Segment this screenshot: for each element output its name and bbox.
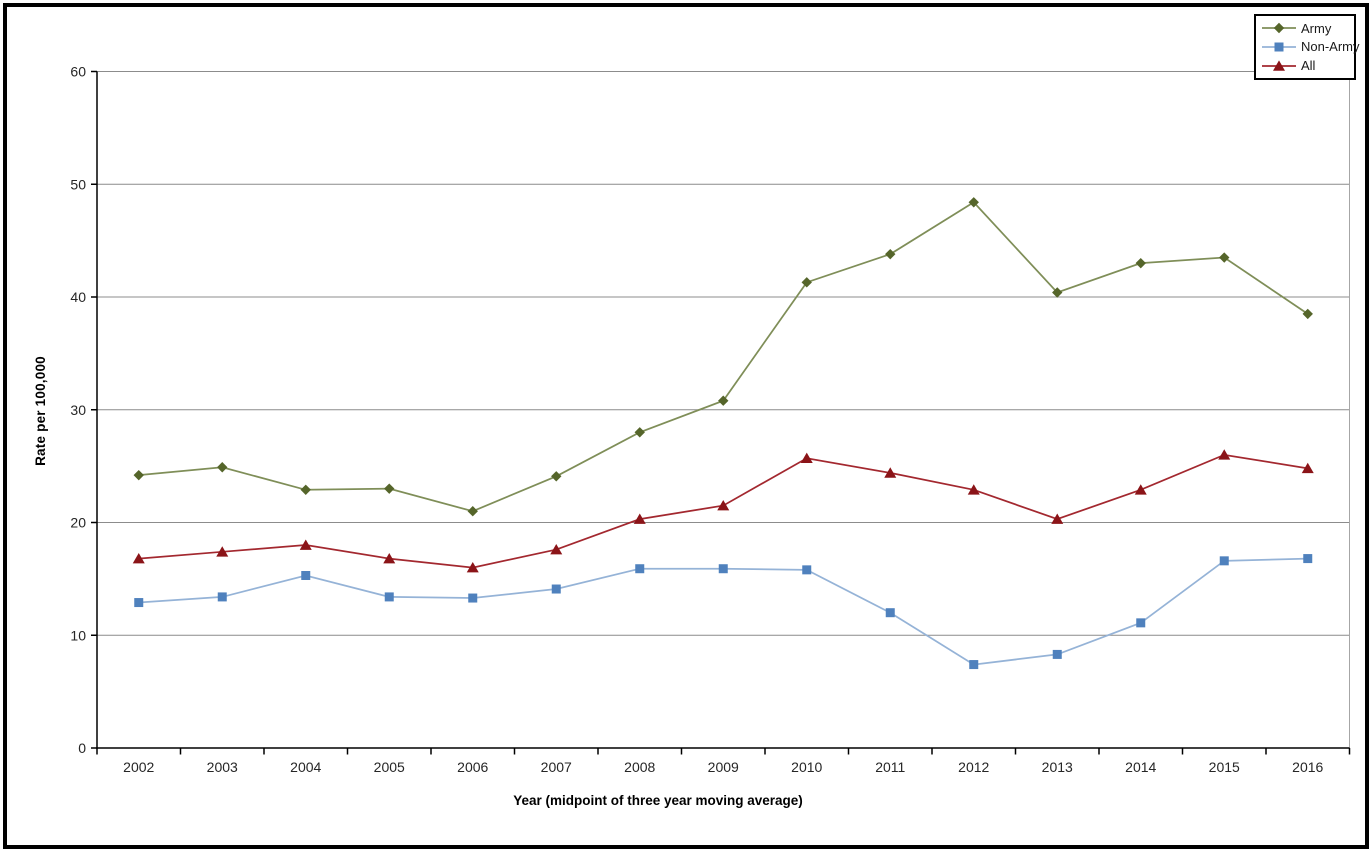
data-point-army-2005 — [384, 483, 395, 494]
y-tick-label-50: 50 — [70, 176, 86, 192]
x-tick-label-2007: 2007 — [541, 759, 572, 775]
x-tick-label-2003: 2003 — [207, 759, 238, 775]
x-tick-label-2008: 2008 — [624, 759, 655, 775]
legend-label-all: All — [1301, 58, 1316, 74]
data-point-all-2015 — [1218, 449, 1231, 460]
y-tick-label-40: 40 — [70, 289, 86, 305]
x-tick-label-2014: 2014 — [1125, 759, 1156, 775]
y-tick-label-20: 20 — [70, 515, 86, 531]
data-point-non-army-2005 — [384, 592, 394, 602]
legend-marker-shape — [1273, 23, 1285, 34]
legend-marker-shape — [1274, 42, 1284, 52]
data-point-non-army-2013 — [1052, 649, 1062, 659]
data-point-non-army-2009 — [718, 564, 728, 574]
data-point-army-2007 — [551, 471, 562, 482]
legend-item-all: All — [1262, 58, 1348, 73]
data-point-army-2013 — [1052, 287, 1063, 298]
all-line-triangle-icon — [1262, 60, 1296, 71]
data-point-non-army-2002 — [134, 598, 144, 608]
non-army-line-square-icon — [1262, 42, 1296, 52]
army-line-diamond-icon — [1262, 23, 1296, 34]
y-tick-label-10: 10 — [70, 627, 86, 643]
y-tick-label-30: 30 — [70, 402, 86, 418]
data-point-non-army-2014 — [1136, 618, 1146, 628]
x-tick-label-2002: 2002 — [123, 759, 154, 775]
data-point-non-army-2003 — [217, 592, 227, 602]
data-point-army-2004 — [300, 484, 311, 496]
series-line-all — [138, 453, 1308, 569]
data-point-all-2013 — [1051, 513, 1064, 524]
x-tick-label-2005: 2005 — [374, 759, 405, 775]
x-tick-label-2015: 2015 — [1209, 759, 1240, 775]
data-point-all-2002 — [132, 552, 145, 564]
legend-item-army: Army — [1262, 21, 1348, 36]
x-tick-label-2009: 2009 — [708, 759, 739, 775]
data-point-all-2004 — [299, 539, 312, 550]
legend-item-non-army: Non-Army — [1262, 39, 1360, 54]
data-point-all-2014 — [1134, 484, 1147, 495]
x-tick-label-2004: 2004 — [290, 759, 321, 775]
data-point-all-2003 — [216, 546, 229, 557]
data-point-non-army-2015 — [1219, 556, 1229, 566]
x-tick-label-2013: 2013 — [1042, 759, 1073, 775]
data-point-non-army-2016 — [1303, 554, 1313, 564]
y-tick-label-0: 0 — [78, 740, 86, 756]
data-point-all-2016 — [1301, 462, 1314, 474]
y-axis-title: Rate per 100,000 — [33, 356, 48, 466]
data-point-all-2011 — [884, 467, 897, 478]
data-point-non-army-2012 — [969, 660, 979, 670]
data-point-all-2007 — [550, 543, 563, 555]
data-point-army-2008 — [634, 427, 645, 438]
data-point-army-2009 — [718, 395, 729, 406]
data-point-all-2006 — [466, 562, 479, 573]
data-point-army-2015 — [1219, 252, 1230, 263]
data-point-non-army-2007 — [551, 584, 561, 594]
data-point-all-2012 — [967, 484, 980, 495]
legend-marker-shape — [1273, 60, 1285, 71]
x-axis-title: Year (midpoint of three year moving aver… — [513, 793, 803, 808]
x-tick-label-2016: 2016 — [1292, 759, 1323, 775]
data-point-non-army-2011 — [885, 608, 895, 618]
data-point-army-2012 — [968, 197, 979, 208]
data-point-army-2003 — [217, 462, 228, 473]
series-line-non-army — [138, 557, 1308, 666]
x-tick-label-2012: 2012 — [958, 759, 989, 775]
data-point-non-army-2004 — [301, 570, 311, 580]
data-point-all-2010 — [800, 452, 813, 464]
y-tick-label-60: 60 — [70, 64, 86, 80]
x-tick-label-2010: 2010 — [791, 759, 822, 775]
legend-label-army: Army — [1301, 20, 1332, 36]
data-point-army-2006 — [467, 506, 478, 517]
data-point-army-2010 — [801, 277, 812, 288]
x-tick-label-2006: 2006 — [457, 759, 488, 775]
legend: Army Non-Army All — [1254, 14, 1360, 80]
data-point-army-2014 — [1135, 257, 1146, 269]
data-point-all-2009 — [717, 499, 730, 511]
data-point-non-army-2006 — [468, 593, 478, 603]
series-line-army — [138, 201, 1309, 513]
legend-label-non-army: Non-Army — [1301, 39, 1360, 55]
data-point-non-army-2008 — [635, 564, 645, 574]
data-point-army-2002 — [133, 469, 144, 481]
data-point-all-2005 — [383, 552, 396, 564]
x-tick-label-2011: 2011 — [875, 759, 905, 775]
data-point-army-2011 — [885, 248, 896, 260]
data-point-non-army-2010 — [802, 565, 812, 575]
data-point-army-2016 — [1302, 308, 1313, 320]
data-point-all-2008 — [633, 513, 646, 524]
